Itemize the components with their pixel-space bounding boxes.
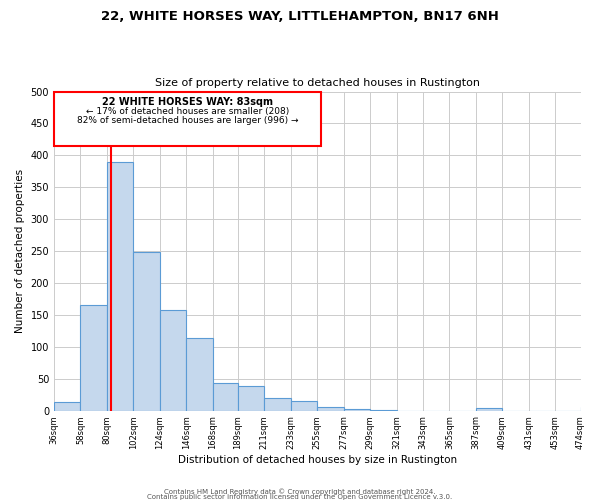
Bar — [80, 306, 107, 410]
Text: 22 WHITE HORSES WAY: 83sqm: 22 WHITE HORSES WAY: 83sqm — [102, 96, 273, 106]
Bar — [265, 398, 291, 410]
Bar — [54, 402, 80, 410]
Title: Size of property relative to detached houses in Rustington: Size of property relative to detached ho… — [155, 78, 480, 88]
Bar — [581, 408, 600, 410]
Y-axis label: Number of detached properties: Number of detached properties — [15, 169, 25, 333]
Bar — [344, 408, 370, 410]
Text: Contains public sector information licensed under the Open Government Licence v.: Contains public sector information licen… — [148, 494, 452, 500]
X-axis label: Distribution of detached houses by size in Rustington: Distribution of detached houses by size … — [178, 455, 457, 465]
FancyBboxPatch shape — [54, 92, 321, 146]
Text: ← 17% of detached houses are smaller (208): ← 17% of detached houses are smaller (20… — [86, 107, 289, 116]
Bar — [186, 338, 213, 410]
Text: 82% of semi-detached houses are larger (996) →: 82% of semi-detached houses are larger (… — [77, 116, 298, 126]
Bar — [160, 310, 186, 410]
Bar — [317, 407, 344, 410]
Text: Contains HM Land Registry data © Crown copyright and database right 2024.: Contains HM Land Registry data © Crown c… — [164, 488, 436, 495]
Bar — [213, 382, 238, 410]
Bar — [133, 252, 160, 410]
Bar — [476, 408, 502, 410]
Bar — [238, 386, 265, 410]
Bar — [291, 401, 317, 410]
Bar — [107, 162, 133, 410]
Text: 22, WHITE HORSES WAY, LITTLEHAMPTON, BN17 6NH: 22, WHITE HORSES WAY, LITTLEHAMPTON, BN1… — [101, 10, 499, 23]
